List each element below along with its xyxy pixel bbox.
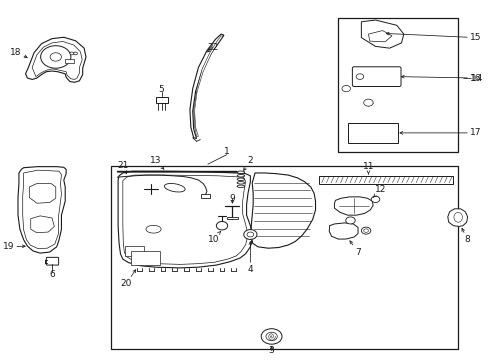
Circle shape [243,230,257,239]
Text: 5: 5 [159,85,164,94]
Circle shape [265,332,277,341]
Polygon shape [29,184,56,203]
Text: 4: 4 [247,242,253,274]
Ellipse shape [237,178,244,180]
Text: 16: 16 [401,73,481,82]
Text: 18: 18 [10,48,27,58]
Text: 13: 13 [150,156,163,169]
Circle shape [50,53,61,61]
Ellipse shape [237,175,244,177]
Circle shape [361,227,370,234]
Text: 6: 6 [49,270,55,279]
Circle shape [363,99,372,106]
Ellipse shape [237,171,244,174]
Polygon shape [251,173,315,248]
Text: 9: 9 [229,194,235,203]
Polygon shape [361,20,403,48]
Bar [125,246,144,256]
Bar [111,166,457,349]
Bar [201,194,209,198]
Polygon shape [328,223,357,239]
Text: 8: 8 [461,228,469,244]
Circle shape [370,196,379,203]
Text: 3: 3 [268,346,274,355]
Ellipse shape [164,184,185,192]
Ellipse shape [453,212,462,222]
FancyBboxPatch shape [352,67,400,86]
Text: 2: 2 [243,156,253,170]
Circle shape [341,85,350,92]
Bar [156,97,167,103]
Bar [347,123,397,143]
Text: 7: 7 [349,241,360,257]
Polygon shape [18,167,66,253]
Polygon shape [31,216,54,233]
Polygon shape [32,41,82,80]
Polygon shape [118,171,252,268]
Circle shape [246,232,253,237]
Bar [337,18,457,152]
Bar [65,59,74,63]
Text: 17: 17 [399,129,481,138]
Polygon shape [22,170,61,248]
Circle shape [70,52,74,55]
Polygon shape [122,175,247,264]
Circle shape [355,74,363,80]
Circle shape [41,46,71,68]
Polygon shape [447,209,467,226]
Polygon shape [193,36,223,136]
Text: 12: 12 [373,185,386,197]
Text: 11: 11 [362,162,373,174]
Text: 15: 15 [386,32,481,42]
Circle shape [216,221,227,230]
Text: 19: 19 [3,242,25,251]
Circle shape [74,52,77,55]
Polygon shape [25,37,86,82]
Ellipse shape [237,185,244,188]
Text: 20: 20 [120,270,136,288]
Ellipse shape [146,225,161,233]
Bar [131,251,160,265]
Text: 22: 22 [206,42,218,52]
Text: 21: 21 [117,161,128,174]
Polygon shape [189,34,224,139]
FancyBboxPatch shape [46,257,59,265]
Circle shape [261,329,282,344]
Text: 1: 1 [224,147,229,156]
Polygon shape [334,197,372,215]
Bar [319,176,452,184]
Bar [226,217,238,219]
Text: 10: 10 [207,231,220,244]
Text: —14: —14 [462,74,482,83]
Circle shape [345,217,354,224]
Ellipse shape [237,181,244,184]
Circle shape [363,229,367,233]
Polygon shape [367,31,391,42]
